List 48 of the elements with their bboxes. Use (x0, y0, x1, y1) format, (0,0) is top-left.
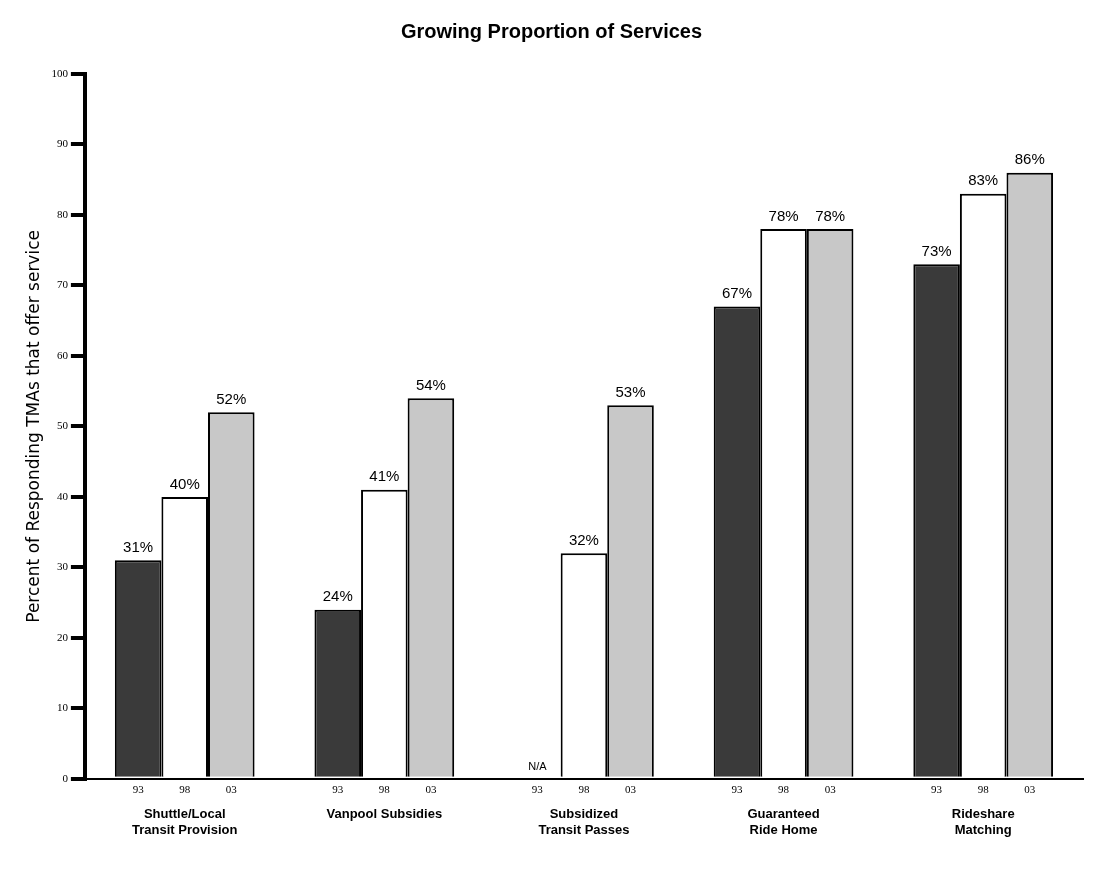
text: 93 (531, 783, 543, 796)
data-label: 78% (815, 206, 846, 224)
data-label: 53% (615, 382, 646, 400)
y-tick-label: 90 (56, 137, 69, 150)
data-label: 67% (721, 284, 753, 302)
y-tick-label: 40 (56, 489, 69, 502)
y-tick-label: 30 (56, 560, 69, 573)
data-label: 86% (1014, 150, 1045, 168)
text: 98 (778, 783, 790, 796)
data-label: 40% (169, 474, 200, 492)
data-label: 32% (568, 530, 599, 548)
chart-title: Growing Proportion of Services (400, 19, 703, 42)
x-tick-label: Shuttle/Local Transit Provision (131, 806, 238, 837)
x-tick-label: Subsidized Transit Passes (538, 806, 630, 837)
y-tick-label: 80 (56, 207, 69, 220)
text: 98 (977, 783, 989, 796)
data-label: 54% (415, 375, 446, 393)
data-label: 31% (123, 537, 154, 555)
text: 93 (931, 783, 943, 796)
x-tick-label: Rideshare Matching (951, 806, 1015, 837)
text: 98 (378, 783, 390, 796)
x-tick-label: Guaranteed Ride Home (747, 806, 820, 837)
y-tick-label: 70 (56, 278, 69, 291)
data-label: 78% (768, 206, 799, 224)
data-label: 73% (921, 241, 952, 259)
data-label: 24% (322, 587, 353, 605)
y-tick-label: 100 (51, 66, 69, 79)
y-tick-label: 50 (56, 419, 69, 432)
y-tick-label: 20 (56, 630, 69, 643)
text: 03 (425, 783, 437, 796)
text: 03 (1024, 783, 1036, 796)
text: N/A (528, 760, 547, 773)
x-tick-label: Vanpool Subsidies (326, 806, 443, 822)
data-label: 52% (216, 389, 247, 407)
series-label: 93 (132, 783, 145, 796)
y-axis-title: Percent of Responding TMAs that offer service (22, 230, 43, 623)
series-label: 98 (179, 783, 191, 796)
y-tick-label: 10 (56, 701, 69, 714)
text: 98 (578, 783, 590, 796)
text: 93 (731, 783, 743, 796)
y-tick-label: 60 (56, 348, 69, 361)
text: 93 (332, 783, 344, 796)
text: 03 (824, 783, 836, 796)
y-tick-label: 0 (62, 771, 69, 784)
text: 03 (625, 783, 637, 796)
data-label: 41% (369, 467, 400, 485)
series-label: 03 (225, 783, 238, 796)
data-label: 83% (968, 171, 999, 189)
